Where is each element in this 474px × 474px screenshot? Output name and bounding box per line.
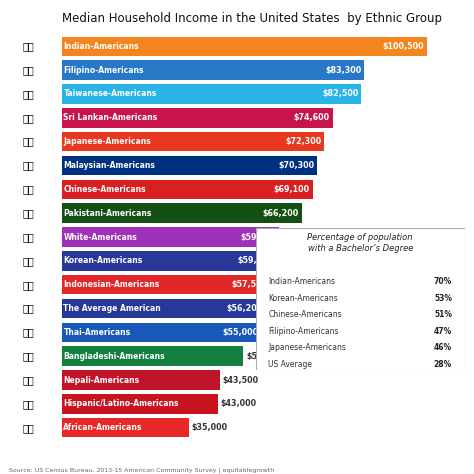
Text: $59,900: $59,900 — [240, 233, 276, 241]
Text: Indian-Americans: Indian-Americans — [64, 42, 139, 51]
Text: $59,200: $59,200 — [237, 256, 274, 265]
Text: Indian-Americans: Indian-Americans — [268, 277, 336, 286]
Bar — [62, 251, 277, 271]
Text: 28%: 28% — [434, 360, 452, 368]
Bar — [62, 323, 261, 342]
Text: $35,000: $35,000 — [191, 423, 228, 432]
Text: Chinese-Americans: Chinese-Americans — [268, 310, 342, 319]
Bar — [62, 108, 333, 128]
FancyBboxPatch shape — [256, 228, 465, 370]
Bar — [62, 60, 364, 80]
Text: 🇨🇳: 🇨🇳 — [23, 184, 35, 194]
Text: Filipino-Americans: Filipino-Americans — [64, 65, 144, 74]
Text: African-Americans: African-Americans — [64, 423, 143, 432]
Text: Japanese-Americans: Japanese-Americans — [64, 137, 151, 146]
Text: 53%: 53% — [434, 293, 452, 302]
Bar — [62, 299, 266, 318]
Text: Korean-Americans: Korean-Americans — [64, 256, 143, 265]
Bar — [62, 84, 361, 104]
Text: Median Household Income in the United States  by Ethnic Group: Median Household Income in the United St… — [62, 12, 442, 25]
Text: 🇮🇩: 🇮🇩 — [23, 280, 35, 290]
Bar — [62, 227, 279, 247]
Text: US Average: US Average — [268, 360, 312, 368]
Text: $69,100: $69,100 — [273, 185, 310, 194]
Bar — [62, 370, 219, 390]
Text: 🇺🇸: 🇺🇸 — [23, 303, 35, 313]
Text: $43,500: $43,500 — [222, 375, 259, 384]
Text: 46%: 46% — [434, 343, 452, 352]
Text: 🇯🇵: 🇯🇵 — [23, 137, 35, 146]
Text: The Average American: The Average American — [64, 304, 161, 313]
Text: Nepali-Americans: Nepali-Americans — [64, 375, 139, 384]
Text: Korean-Americans: Korean-Americans — [268, 293, 338, 302]
Text: Thai-Americans: Thai-Americans — [64, 328, 130, 337]
Text: Percentage of population
with a Bachelor’s Degree: Percentage of population with a Bachelor… — [308, 233, 413, 253]
Text: $50,000: $50,000 — [246, 352, 283, 361]
Bar — [62, 132, 324, 151]
Text: 🇨🇳: 🇨🇳 — [23, 41, 35, 51]
Text: 🇰🇷: 🇰🇷 — [23, 256, 35, 266]
Text: $43,000: $43,000 — [221, 400, 257, 409]
Text: $82,500: $82,500 — [322, 90, 358, 99]
Bar — [62, 275, 271, 294]
Text: 51%: 51% — [434, 310, 452, 319]
Text: 🇹🇭: 🇹🇭 — [23, 328, 35, 337]
Bar — [62, 180, 313, 199]
Bar — [62, 346, 243, 366]
Text: $70,300: $70,300 — [278, 161, 314, 170]
Text: Bangladeshi-Americans: Bangladeshi-Americans — [64, 352, 165, 361]
Text: 🇹🇼: 🇹🇼 — [23, 89, 35, 99]
Text: $66,200: $66,200 — [263, 209, 299, 218]
Text: $56,200: $56,200 — [227, 304, 263, 313]
Text: Indonesian-Americans: Indonesian-Americans — [64, 280, 160, 289]
Text: $57,500: $57,500 — [231, 280, 268, 289]
Text: Source: US Census Bureau, 2013-15 American Community Survey | equitablegrowth: Source: US Census Bureau, 2013-15 Americ… — [9, 468, 275, 473]
Text: 47%: 47% — [434, 327, 452, 336]
Text: $83,300: $83,300 — [325, 65, 361, 74]
Text: 🇺🇸: 🇺🇸 — [23, 399, 35, 409]
Text: Hispanic/Latino-Americans: Hispanic/Latino-Americans — [64, 400, 179, 409]
Text: 🇺🇸: 🇺🇸 — [23, 232, 35, 242]
Text: 🇺🇸: 🇺🇸 — [23, 423, 35, 433]
Text: Taiwanese-Americans: Taiwanese-Americans — [64, 90, 157, 99]
Text: Malaysian-Americans: Malaysian-Americans — [64, 161, 155, 170]
Text: Japanese-Americans: Japanese-Americans — [268, 343, 346, 352]
Text: $72,300: $72,300 — [285, 137, 321, 146]
Text: White-Americans: White-Americans — [64, 233, 137, 241]
Bar — [62, 418, 189, 438]
Text: $74,600: $74,600 — [293, 113, 330, 122]
Text: Filipino-Americans: Filipino-Americans — [268, 327, 339, 336]
Text: $55,000: $55,000 — [222, 328, 258, 337]
Text: Chinese-Americans: Chinese-Americans — [64, 185, 146, 194]
Text: $100,500: $100,500 — [382, 42, 424, 51]
Text: Sri Lankan-Americans: Sri Lankan-Americans — [64, 113, 158, 122]
Text: 🇵🇰: 🇵🇰 — [23, 208, 35, 218]
Text: 🇵🇭: 🇵🇭 — [23, 65, 35, 75]
Bar — [62, 36, 427, 56]
Text: 70%: 70% — [434, 277, 452, 286]
Bar — [62, 156, 317, 175]
Text: Pakistani-Americans: Pakistani-Americans — [64, 209, 152, 218]
Text: 🇲🇾: 🇲🇾 — [23, 161, 35, 171]
Text: 🇳🇵: 🇳🇵 — [23, 375, 35, 385]
Bar — [62, 203, 302, 223]
Bar — [62, 394, 218, 414]
Text: 🇧🇩: 🇧🇩 — [23, 351, 35, 361]
Text: 🇱🇰: 🇱🇰 — [23, 113, 35, 123]
